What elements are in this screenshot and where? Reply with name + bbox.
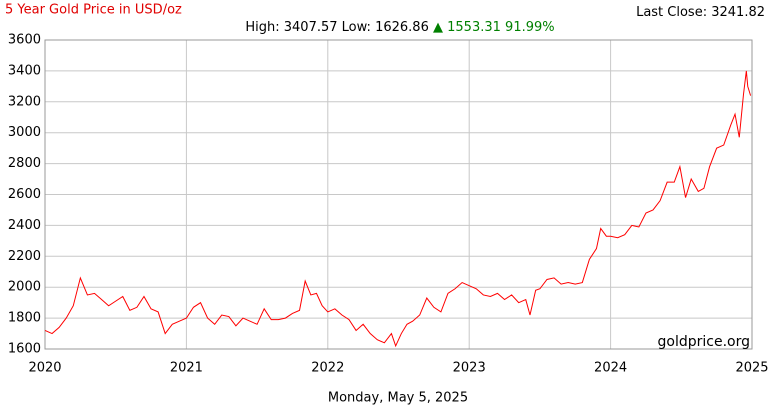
low-label: Low: [342,20,371,35]
x-tick-label: 2025 [735,361,768,376]
high-label: High: [245,20,279,35]
y-tick-label: 3200 [8,94,41,109]
x-tick-label: 2024 [594,361,627,376]
last-close-label: Last Close: [636,5,707,20]
low-value: 1626.86 [375,20,429,35]
plot-frame [44,39,753,350]
stats: High: 3407.57 Low: 1626.86 ▲ 1553.31 91.… [245,20,554,35]
change-percent: 91.99% [505,20,555,35]
y-tick-label: 1600 [8,342,41,357]
last-close: Last Close: 3241.82 [636,5,765,20]
y-tick-label: 1800 [8,311,41,326]
watermark: goldprice.org [658,334,750,350]
price-line [44,70,752,348]
high-value: 3407.57 [284,20,338,35]
change-arrow: ▲ [433,20,443,35]
plot-area: 1600 1800 2000 2200 2400 2600 2800 3000 3200 3400… [8,33,769,376]
date: Monday, May 5, 2025 [328,391,468,406]
y-tick-label: 2800 [8,156,41,171]
y-tick-label: 2200 [8,249,41,264]
last-close-value: 3241.82 [711,5,765,20]
y-tick-label: 3000 [8,125,41,140]
chart-title: 5 Year Gold Price in USD/oz [5,3,182,18]
x-tick-label: 2023 [453,361,486,376]
x-tick-label: 2021 [170,361,203,376]
y-tick-label: 2400 [8,218,41,233]
x-tick-label: 2022 [311,361,344,376]
y-tick-label: 3400 [8,63,41,78]
y-tick-label: 2000 [8,280,41,295]
x-tick-label: 2020 [28,361,61,376]
change-value: 1553.31 [447,20,501,35]
y-tick-label: 3600 [8,33,41,48]
y-tick-label: 2600 [8,187,41,202]
